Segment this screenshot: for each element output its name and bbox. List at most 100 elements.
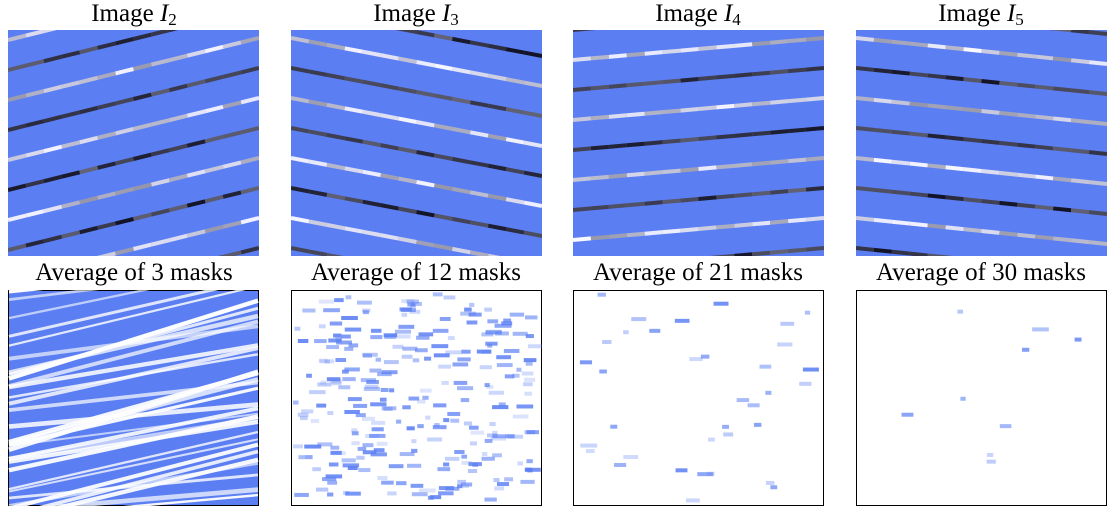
stripe	[291, 216, 310, 224]
stripe	[8, 290, 219, 338]
mask-spot	[344, 409, 360, 414]
mask-spot	[736, 398, 750, 403]
stripe	[787, 217, 807, 224]
stripe	[573, 236, 592, 242]
stripe	[115, 247, 134, 256]
mask-spot	[527, 344, 542, 349]
stripe	[608, 53, 627, 59]
mask-spot	[520, 479, 535, 484]
panel-image	[573, 290, 824, 506]
stripe	[909, 101, 928, 108]
mask-spot	[504, 477, 514, 482]
mask-spot	[516, 404, 534, 409]
mask-spot	[438, 364, 451, 369]
stripe	[787, 37, 807, 44]
mask-spot	[309, 390, 326, 395]
stripe	[150, 88, 170, 97]
mask-spot	[318, 299, 335, 304]
stripe	[362, 109, 382, 118]
mask-spot	[484, 438, 493, 443]
stripe	[451, 156, 471, 165]
mask-spot	[960, 396, 966, 401]
stripe	[25, 179, 45, 188]
stripe	[805, 156, 824, 162]
stripe	[981, 49, 1000, 55]
mask-spot	[492, 430, 498, 435]
stripe	[416, 240, 435, 248]
mask-spot	[481, 452, 488, 457]
mask-spot	[516, 367, 522, 372]
stripe	[787, 67, 807, 74]
stripe	[451, 186, 471, 195]
stripe	[1053, 236, 1072, 243]
mask-spot	[799, 381, 812, 386]
stripe	[8, 346, 259, 406]
stripe	[626, 171, 645, 178]
stripe	[644, 140, 663, 146]
stripe	[945, 225, 964, 232]
stripe	[487, 193, 507, 202]
stripe	[963, 47, 982, 53]
mask-spot	[479, 365, 492, 370]
stripe	[698, 165, 717, 171]
background	[291, 30, 542, 256]
stripe	[204, 74, 224, 84]
mask-spot	[484, 497, 497, 502]
stripe	[115, 157, 134, 166]
mask-spot	[512, 414, 529, 419]
stripe	[240, 96, 259, 105]
stripe	[291, 156, 310, 164]
stripe	[326, 222, 346, 231]
mask-spot	[675, 468, 688, 473]
stripe	[999, 140, 1018, 147]
mask-spot	[406, 426, 415, 431]
stripe	[380, 143, 399, 151]
stripe	[856, 246, 875, 252]
mask-spot	[631, 317, 647, 322]
mask-spot	[623, 330, 629, 335]
mask-spot	[334, 298, 344, 303]
stripe	[115, 97, 134, 106]
stripe	[1088, 90, 1107, 96]
stripe	[873, 217, 893, 224]
background	[573, 290, 824, 506]
stripe	[380, 203, 399, 211]
stripe	[308, 39, 328, 47]
stripe	[434, 33, 453, 41]
stripe	[8, 380, 259, 412]
stripe	[1053, 206, 1072, 213]
stripe	[150, 58, 170, 67]
stripe	[133, 152, 152, 161]
stripe	[469, 220, 489, 228]
stripe	[469, 130, 489, 138]
mask-spot	[394, 329, 412, 334]
stripe	[805, 246, 824, 252]
stripe	[716, 223, 735, 230]
mask-spot	[329, 321, 343, 326]
mask-spot	[318, 324, 326, 329]
mask-spot	[362, 353, 372, 358]
stripe	[79, 225, 99, 235]
mask-spot	[427, 437, 443, 442]
stripe	[1088, 60, 1107, 66]
stripe	[8, 319, 259, 389]
stripe	[168, 53, 188, 63]
mask-spot	[330, 445, 340, 450]
stripe	[1035, 54, 1054, 61]
stripe	[680, 137, 699, 143]
stripe	[8, 370, 259, 445]
stripe	[1088, 180, 1107, 186]
mask-spot	[487, 343, 493, 348]
mask-spot	[525, 334, 534, 339]
mask-spot	[373, 448, 385, 453]
mask-spot	[345, 491, 361, 496]
stripe	[927, 163, 946, 170]
stripe	[469, 190, 489, 198]
title-subscript: 4	[732, 10, 741, 29]
stripe	[8, 412, 259, 447]
stripe	[805, 126, 824, 132]
mask-spot	[328, 338, 342, 343]
mask-spot	[401, 308, 416, 313]
mask-spot	[357, 300, 372, 305]
